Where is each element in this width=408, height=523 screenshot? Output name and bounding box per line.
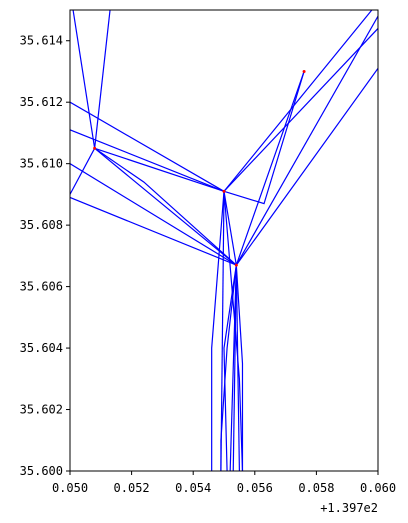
x-tick-label-4: 0.058 xyxy=(298,481,334,495)
node-marker-1 xyxy=(222,189,226,193)
y-tick-label-1: 35.602 xyxy=(20,403,63,417)
plot-frame xyxy=(69,9,379,472)
y-axis: 35.600 35.602 35.604 35.606 35.608 35.610 35.6… xyxy=(20,34,70,478)
line-segment-4 xyxy=(94,147,237,266)
y-tick-label-0: 35.600 xyxy=(20,464,63,478)
line-segment-11 xyxy=(223,28,378,192)
line-segment-14 xyxy=(211,191,225,471)
node-marker-2 xyxy=(234,263,238,267)
node-marker-0 xyxy=(93,146,97,150)
line-segment-3 xyxy=(94,147,237,266)
y-tick-label-2: 35.604 xyxy=(20,341,63,355)
y-tick-label-7: 35.614 xyxy=(20,34,63,48)
line-segments-group xyxy=(70,10,378,471)
y-tick-label-4: 35.608 xyxy=(20,218,63,232)
line-segment-5 xyxy=(94,147,225,192)
y-tick-label-6: 35.612 xyxy=(20,95,63,109)
line-segment-9 xyxy=(70,196,237,266)
line-segment-7 xyxy=(70,129,225,192)
line-segment-1 xyxy=(94,10,111,149)
line-segment-22 xyxy=(235,265,240,471)
line-segment-21 xyxy=(232,265,237,471)
x-axis: 0.050 0.052 0.054 0.056 0.058 0.060 xyxy=(52,471,396,495)
line-segment-19 xyxy=(235,71,305,266)
line-segment-12 xyxy=(223,10,373,192)
x-tick-label-1: 0.052 xyxy=(114,481,150,495)
x-tick-label-5: 0.060 xyxy=(360,481,396,495)
line-segment-10 xyxy=(223,191,237,266)
line-segment-17 xyxy=(235,68,378,266)
line-segment-6 xyxy=(70,101,225,192)
x-axis-offset-label: +1.397e2 xyxy=(320,501,378,515)
line-segment-0 xyxy=(72,10,96,149)
y-tick-label-5: 35.610 xyxy=(20,157,63,171)
line-segment-8 xyxy=(70,163,237,266)
y-tick-label-3: 35.606 xyxy=(20,280,63,294)
line-segment-23 xyxy=(235,265,244,471)
x-tick-label-2: 0.054 xyxy=(175,481,211,495)
line-segment-24 xyxy=(220,265,237,471)
line-segment-18 xyxy=(235,15,378,266)
node-markers-group xyxy=(93,69,306,267)
line-segment-16 xyxy=(223,191,244,471)
line-segment-13 xyxy=(223,71,305,205)
x-tick-label-0: 0.050 xyxy=(52,481,88,495)
x-tick-label-3: 0.056 xyxy=(237,481,273,495)
node-marker-3 xyxy=(302,69,306,73)
line-segment-25 xyxy=(223,265,237,471)
